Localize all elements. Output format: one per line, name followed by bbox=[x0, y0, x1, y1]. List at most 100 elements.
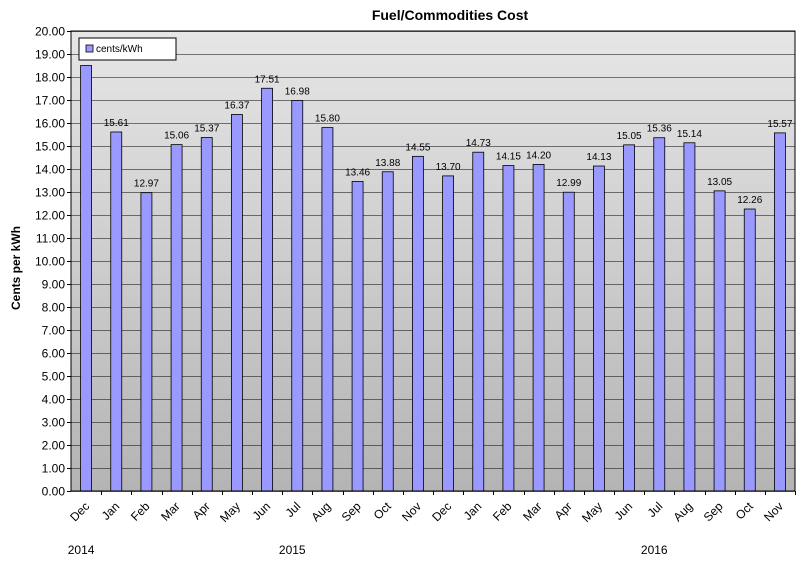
x-category-label: Feb bbox=[128, 499, 153, 524]
bar-value-label: 12.26 bbox=[737, 195, 762, 206]
bar-value-label: 14.55 bbox=[405, 142, 430, 153]
legend-box bbox=[78, 37, 177, 61]
y-tick-label: 14.00 bbox=[35, 163, 65, 177]
x-category-label: Sep bbox=[339, 499, 364, 524]
y-tick-label: 16.00 bbox=[35, 117, 65, 131]
bar bbox=[110, 131, 123, 492]
bar bbox=[140, 192, 153, 492]
chart-title: Fuel/Commodities Cost bbox=[372, 7, 529, 23]
x-category-label: Dec bbox=[429, 499, 454, 524]
y-tick-label: 15.00 bbox=[35, 140, 65, 154]
bar bbox=[351, 181, 364, 492]
x-category-label: Oct bbox=[371, 499, 395, 523]
x-category-label: May bbox=[217, 499, 243, 525]
y-tick-label: 3.00 bbox=[42, 416, 66, 430]
bar bbox=[80, 65, 92, 492]
bar-value-label: 12.99 bbox=[556, 178, 581, 189]
bar-value-label: 16.37 bbox=[224, 100, 249, 111]
bar-value-label: 17.51 bbox=[255, 74, 280, 85]
x-category-label: Jan bbox=[99, 499, 123, 523]
y-tick-label: 9.00 bbox=[42, 278, 66, 292]
y-tick-label: 20.00 bbox=[35, 25, 65, 39]
bar bbox=[593, 165, 605, 492]
x-category-label: Oct bbox=[733, 499, 757, 523]
x-category-label: Jan bbox=[461, 499, 485, 523]
bar-value-label: 13.88 bbox=[375, 158, 400, 169]
y-tick-label: 17.00 bbox=[35, 94, 65, 108]
bar bbox=[562, 191, 575, 492]
x-category-label: Mar bbox=[520, 499, 545, 524]
x-category-label: Sep bbox=[701, 499, 726, 524]
bar-value-label: 13.70 bbox=[436, 162, 461, 173]
bar-value-label: 14.13 bbox=[586, 152, 611, 163]
bar bbox=[381, 171, 394, 492]
plot-area: 0.00 1.00 2.00 3.00 4.00 5.00 6.00 7.00 8.00 9.00… bbox=[35, 25, 796, 557]
bar bbox=[170, 144, 183, 492]
x-category-label: Mar bbox=[158, 499, 183, 524]
y-tick-label: 11.00 bbox=[36, 232, 65, 246]
bar bbox=[412, 155, 424, 492]
bar-value-label: 15.57 bbox=[767, 119, 792, 130]
bar bbox=[200, 137, 213, 492]
bar-value-label: 15.61 bbox=[104, 118, 129, 129]
bar bbox=[774, 132, 786, 492]
y-tick-label: 7.00 bbox=[42, 324, 66, 338]
bar bbox=[502, 165, 515, 492]
bar-value-label: 15.37 bbox=[194, 123, 219, 134]
x-category-label: Apr bbox=[190, 499, 213, 522]
bar-value-label: 15.05 bbox=[617, 131, 642, 142]
bar-value-label: 14.20 bbox=[526, 150, 551, 161]
bar-value-label: 15.06 bbox=[164, 131, 189, 142]
x-category-label: Apr bbox=[552, 499, 575, 522]
bar bbox=[321, 127, 334, 492]
x-category-label: Jul bbox=[283, 499, 304, 520]
x-category-label: Aug bbox=[309, 499, 334, 524]
y-axis-label: Cents per kWh bbox=[9, 226, 23, 310]
plot-frame bbox=[70, 30, 796, 492]
bar bbox=[653, 137, 666, 492]
y-tick-label: 6.00 bbox=[42, 347, 66, 361]
bar-value-label: 15.36 bbox=[647, 124, 672, 135]
bar bbox=[261, 87, 273, 492]
legend-entry: cents/kWh bbox=[96, 44, 143, 55]
legend-swatch bbox=[85, 44, 94, 53]
bar-value-label: 14.15 bbox=[496, 152, 521, 163]
bar-value-label: 15.80 bbox=[315, 114, 340, 125]
bar bbox=[623, 144, 635, 492]
bar-value-label: 14.73 bbox=[466, 138, 491, 149]
x-category-label: Dec bbox=[67, 499, 92, 524]
y-tick-label: 5.00 bbox=[42, 370, 66, 384]
bar bbox=[472, 151, 485, 492]
bar-value-label: 16.98 bbox=[285, 86, 310, 97]
legend: cents/kWh bbox=[78, 37, 177, 61]
bar-value-label: 13.05 bbox=[707, 177, 732, 188]
bar bbox=[231, 114, 243, 492]
x-category-label: Jul bbox=[645, 499, 666, 520]
bar bbox=[532, 163, 545, 492]
y-tick-label: 0.00 bbox=[42, 485, 66, 499]
y-tick-label: 2.00 bbox=[42, 439, 66, 453]
year-label: 2016 bbox=[641, 543, 668, 557]
y-tick-label: 18.00 bbox=[35, 71, 65, 85]
bar bbox=[743, 208, 756, 492]
x-category-label: Feb bbox=[490, 499, 515, 524]
x-category-label: Aug bbox=[671, 499, 696, 524]
bar-value-label: 12.97 bbox=[134, 179, 159, 190]
x-category-label: Jun bbox=[612, 499, 636, 523]
bar bbox=[713, 190, 726, 492]
y-tick-label: 13.00 bbox=[35, 186, 65, 200]
y-tick-label: 1.00 bbox=[42, 462, 66, 476]
bar bbox=[291, 100, 304, 492]
x-category-label: Nov bbox=[761, 499, 786, 524]
bar bbox=[442, 175, 454, 492]
y-tick-label: 12.00 bbox=[35, 209, 65, 223]
x-category-label: May bbox=[579, 499, 605, 525]
y-tick-label: 8.00 bbox=[42, 301, 66, 315]
bar-value-label: 13.46 bbox=[345, 167, 370, 178]
y-tick-label: 19.00 bbox=[35, 48, 65, 62]
x-category-label: Nov bbox=[399, 499, 424, 524]
x-category-label: Jun bbox=[250, 499, 274, 523]
year-label: 2014 bbox=[68, 543, 95, 557]
